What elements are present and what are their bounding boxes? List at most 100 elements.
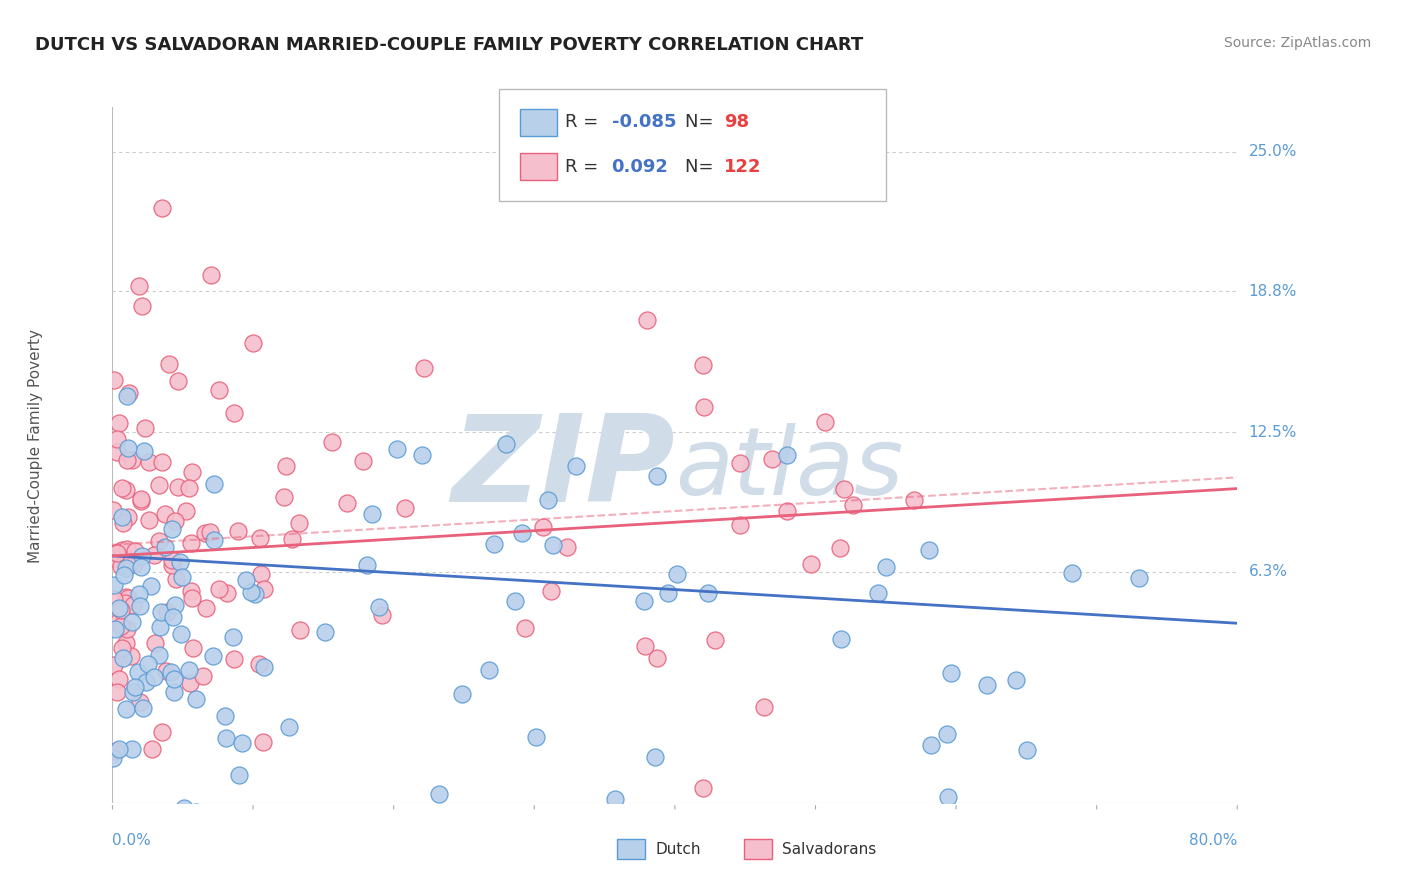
Point xyxy=(249,531,271,545)
Point xyxy=(141,578,163,592)
Point xyxy=(111,543,134,558)
Point xyxy=(273,491,295,505)
Point xyxy=(155,507,177,521)
Point xyxy=(200,525,222,540)
Point xyxy=(138,512,160,526)
Point xyxy=(657,586,679,600)
Point xyxy=(868,586,890,600)
Point xyxy=(692,400,714,414)
Point xyxy=(128,587,150,601)
Point xyxy=(177,481,200,495)
Point xyxy=(167,480,190,494)
Point xyxy=(150,201,173,215)
Point xyxy=(165,514,187,528)
Point xyxy=(114,590,136,604)
Point xyxy=(131,701,153,715)
Point xyxy=(387,442,409,456)
Text: 25.0%: 25.0% xyxy=(1249,145,1296,160)
Point xyxy=(555,540,578,554)
Point xyxy=(163,684,186,698)
Point xyxy=(976,678,998,692)
Point xyxy=(160,665,183,680)
Point xyxy=(131,491,153,506)
Point xyxy=(174,504,197,518)
Text: 98: 98 xyxy=(724,113,749,131)
Point xyxy=(107,742,129,756)
Point xyxy=(524,731,547,745)
Point xyxy=(202,648,225,663)
Point xyxy=(222,630,245,644)
Point xyxy=(165,573,187,587)
Point xyxy=(692,781,714,796)
Point xyxy=(173,801,195,815)
Point xyxy=(149,620,172,634)
Point xyxy=(394,500,416,515)
Point xyxy=(112,516,135,531)
Point xyxy=(728,518,751,533)
Point xyxy=(274,458,297,473)
Point xyxy=(253,582,276,596)
Point xyxy=(148,478,170,492)
Point xyxy=(411,448,433,462)
Point xyxy=(141,742,163,756)
Point xyxy=(776,504,799,518)
Point xyxy=(252,735,274,749)
Point xyxy=(104,622,127,636)
Text: 0.092: 0.092 xyxy=(612,158,668,176)
Point xyxy=(101,502,124,516)
Point xyxy=(495,436,517,450)
Point xyxy=(110,619,132,633)
Point xyxy=(761,452,783,467)
Point xyxy=(121,741,143,756)
Point xyxy=(120,555,142,569)
Point xyxy=(215,586,238,600)
Point xyxy=(169,555,191,569)
Point xyxy=(510,525,533,540)
Point xyxy=(356,558,378,572)
Point xyxy=(939,665,962,680)
Text: -0.085: -0.085 xyxy=(612,113,676,131)
Point xyxy=(129,493,152,508)
Text: atlas: atlas xyxy=(675,424,903,515)
Point xyxy=(191,669,214,683)
Point xyxy=(166,374,188,388)
Point xyxy=(361,507,384,521)
Point xyxy=(195,600,218,615)
Point xyxy=(180,536,202,550)
Point xyxy=(101,751,124,765)
Point xyxy=(153,540,176,554)
Point xyxy=(830,541,852,555)
Text: 12.5%: 12.5% xyxy=(1249,425,1296,440)
Point xyxy=(752,700,775,714)
Point xyxy=(180,465,202,479)
Point xyxy=(235,573,257,587)
Point xyxy=(541,538,564,552)
Text: Source: ZipAtlas.com: Source: ZipAtlas.com xyxy=(1223,36,1371,50)
Point xyxy=(118,386,141,401)
Point xyxy=(180,591,202,606)
Point xyxy=(249,567,271,582)
Point xyxy=(120,648,142,663)
Point xyxy=(832,482,855,496)
Point xyxy=(103,578,125,592)
Point xyxy=(814,415,837,429)
Point xyxy=(115,389,138,403)
Point xyxy=(121,452,143,467)
Point xyxy=(148,534,170,549)
Point xyxy=(537,492,560,507)
Point xyxy=(540,583,562,598)
Point xyxy=(115,453,138,467)
Point xyxy=(117,541,139,556)
Point xyxy=(645,469,668,483)
Point xyxy=(371,607,394,622)
Point xyxy=(245,586,267,600)
Point xyxy=(134,421,156,435)
Point xyxy=(228,768,250,782)
Point xyxy=(112,814,135,828)
Text: R =: R = xyxy=(565,158,605,176)
Point xyxy=(124,680,146,694)
Point xyxy=(105,685,128,699)
Point xyxy=(194,526,217,541)
Point xyxy=(314,624,336,639)
Point xyxy=(107,672,129,686)
